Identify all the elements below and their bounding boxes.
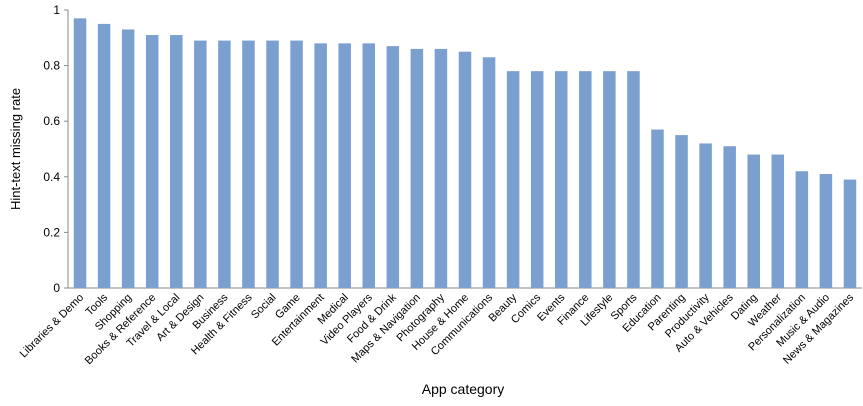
bar — [97, 23, 111, 289]
bar — [603, 71, 616, 288]
x-tick-label: Libraries & Demo — [18, 292, 87, 361]
bar — [747, 154, 760, 288]
bar — [579, 71, 592, 288]
bar — [121, 29, 135, 289]
bar — [843, 179, 857, 288]
bar — [651, 129, 664, 288]
bar — [554, 71, 568, 288]
bar — [771, 154, 785, 288]
y-tick-label: 0 — [53, 281, 60, 295]
bar — [145, 35, 159, 288]
x-tick-label: Social — [249, 292, 279, 322]
bar — [410, 48, 424, 288]
bar — [627, 71, 640, 288]
bar — [242, 40, 255, 288]
bar — [723, 146, 736, 288]
x-axis-label: App category — [422, 381, 505, 397]
bar — [506, 71, 520, 288]
y-tick-label: 1 — [53, 3, 60, 17]
y-axis-label: Hint-text missing rate — [8, 88, 23, 210]
bar — [795, 171, 809, 288]
bar — [699, 143, 712, 288]
bar — [675, 135, 688, 288]
bar — [434, 48, 448, 288]
bar — [290, 40, 303, 288]
bar — [314, 43, 327, 288]
bar — [338, 43, 351, 288]
bar — [73, 18, 87, 289]
bar — [386, 46, 400, 288]
bar — [170, 35, 183, 288]
bar — [819, 174, 833, 288]
bar — [266, 40, 279, 288]
bar — [458, 51, 472, 289]
y-tick-label: 0.6 — [43, 114, 60, 128]
y-tick-label: 0.2 — [43, 225, 60, 239]
bar — [482, 57, 496, 289]
y-tick-label: 0.4 — [43, 170, 60, 184]
bar — [362, 43, 376, 288]
bar — [530, 71, 544, 288]
bar — [218, 40, 231, 288]
bar — [194, 40, 207, 288]
y-tick-label: 0.8 — [43, 59, 60, 73]
